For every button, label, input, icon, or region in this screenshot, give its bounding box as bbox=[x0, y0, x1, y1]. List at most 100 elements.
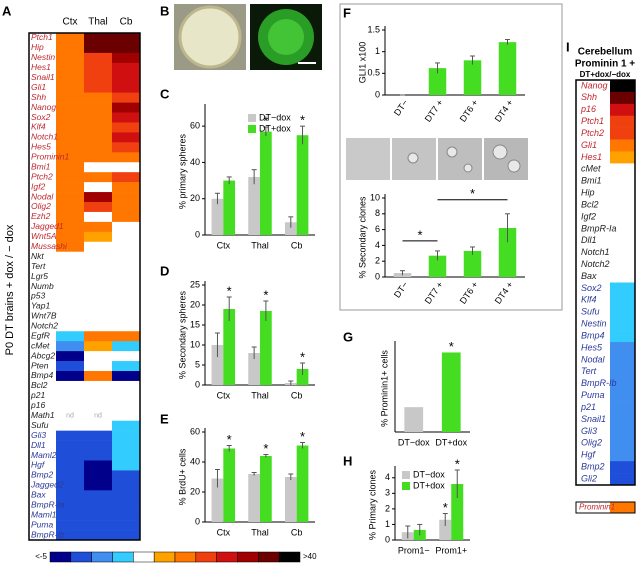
heat-cell bbox=[112, 410, 140, 422]
heat-cell bbox=[84, 52, 112, 64]
bar bbox=[284, 222, 297, 235]
heat-cell bbox=[84, 132, 112, 143]
heat-cell bbox=[56, 132, 84, 143]
cell-note: nd bbox=[66, 413, 74, 420]
scale-cell bbox=[174, 551, 197, 563]
panel-label: A bbox=[2, 3, 12, 18]
heat-cell bbox=[56, 271, 84, 282]
y-tick-label: 0 bbox=[195, 516, 200, 526]
heat-cell bbox=[56, 390, 84, 402]
y-axis-label: GLI1 x100 bbox=[357, 42, 367, 84]
heat-cell bbox=[610, 353, 635, 367]
heat-cell bbox=[84, 380, 112, 392]
y-tick-label: 3 bbox=[385, 488, 390, 498]
heat-cell bbox=[610, 413, 635, 426]
heat-cell bbox=[84, 281, 112, 292]
heat-cell bbox=[610, 91, 635, 105]
gene-label: cMet bbox=[581, 164, 601, 174]
y-tick-label: 0 bbox=[195, 379, 200, 389]
gene-label: Hip bbox=[31, 42, 44, 52]
panel-label: C bbox=[160, 86, 170, 101]
heat-cell bbox=[84, 390, 112, 402]
heat-cell bbox=[56, 371, 84, 382]
gene-label: Sufu bbox=[581, 307, 600, 317]
gene-label: Klf4 bbox=[581, 295, 597, 305]
heat-cell bbox=[56, 172, 84, 183]
gene-label: Shh bbox=[581, 92, 597, 102]
heat-cell bbox=[56, 361, 84, 372]
gene-label: p21 bbox=[580, 402, 596, 412]
x-tick-label: Ctx bbox=[217, 527, 231, 537]
side-label: P0 DT brains + dox / − dox bbox=[4, 224, 16, 355]
heat-cell bbox=[84, 311, 112, 322]
gene-label: Math1 bbox=[31, 410, 55, 420]
heatmap-title: Cerebellum bbox=[578, 47, 633, 58]
heat-cell bbox=[84, 62, 112, 74]
heat-cell bbox=[112, 331, 140, 342]
heat-cell bbox=[56, 410, 84, 422]
bar bbox=[248, 353, 260, 385]
y-tick-label: 10 bbox=[370, 192, 380, 202]
heat-cell bbox=[84, 182, 112, 193]
gene-label: Pten bbox=[31, 360, 49, 370]
heat-cell bbox=[112, 470, 140, 481]
y-tick-label: 20 bbox=[190, 193, 200, 203]
heat-cell bbox=[56, 62, 84, 74]
heat-cell bbox=[84, 430, 112, 441]
heat-cell bbox=[84, 520, 112, 531]
heat-cell bbox=[112, 231, 140, 243]
gene-label: Gli3 bbox=[581, 426, 597, 436]
heat-cell bbox=[112, 430, 140, 441]
y-tick-label: 0.5 bbox=[367, 68, 380, 78]
heat-cell bbox=[56, 192, 84, 203]
heat-cell bbox=[56, 470, 84, 481]
heat-cell bbox=[610, 222, 635, 236]
heat-cell bbox=[56, 510, 84, 521]
bar bbox=[441, 352, 461, 432]
gene-label: Klf4 bbox=[31, 122, 46, 132]
heat-cell bbox=[84, 122, 112, 133]
y-tick-label: 60 bbox=[190, 121, 200, 131]
heat-cell bbox=[610, 234, 635, 248]
heat-cell bbox=[610, 401, 635, 414]
gene-label: Yap1 bbox=[31, 301, 50, 311]
bar bbox=[463, 250, 482, 277]
heat-cell bbox=[84, 271, 112, 282]
heat-cell bbox=[84, 102, 112, 113]
bar bbox=[428, 68, 447, 95]
heat-cell bbox=[610, 461, 635, 474]
heat-cell bbox=[112, 122, 140, 133]
heat-cell bbox=[56, 380, 84, 392]
x-tick-label: DT4 + bbox=[493, 280, 515, 306]
bar bbox=[404, 407, 424, 432]
scale-cell bbox=[91, 551, 113, 563]
gene-label: Bmp4 bbox=[581, 330, 605, 340]
y-tick-label: 6 bbox=[375, 224, 380, 234]
heat-cell bbox=[112, 440, 140, 451]
x-tick-label: Prom1+ bbox=[435, 545, 467, 555]
gene-label: Bmp2 bbox=[31, 470, 53, 480]
gene-label: Maml1 bbox=[31, 509, 57, 519]
gene-label: p16 bbox=[580, 104, 596, 114]
gene-label: Sox2 bbox=[581, 283, 602, 293]
significance: * bbox=[300, 349, 305, 364]
heat-cell bbox=[56, 530, 84, 541]
heat-cell bbox=[84, 351, 112, 362]
heat-cell bbox=[610, 502, 635, 513]
x-tick-label: Thal bbox=[251, 240, 269, 250]
y-axis-label: % BrdU+ cells bbox=[177, 448, 187, 505]
heat-cell bbox=[56, 400, 84, 412]
photo bbox=[346, 138, 390, 180]
heat-cell bbox=[112, 82, 140, 93]
y-tick-label: 1 bbox=[375, 46, 380, 56]
y-axis-label: % primary spheres bbox=[177, 133, 187, 209]
y-tick-label: 60 bbox=[190, 426, 200, 436]
y-tick-label: 20 bbox=[190, 299, 200, 309]
heat-cell bbox=[84, 202, 112, 213]
bar bbox=[260, 311, 272, 385]
heat-cell bbox=[56, 450, 84, 461]
heat-cell bbox=[112, 390, 140, 402]
heat-cell bbox=[84, 410, 112, 422]
heat-cell bbox=[84, 331, 112, 342]
gene-label: Sufu bbox=[31, 420, 49, 430]
